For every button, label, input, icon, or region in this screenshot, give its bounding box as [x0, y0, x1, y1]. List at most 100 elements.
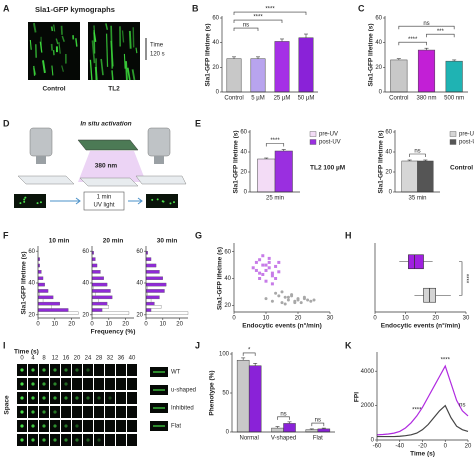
phenotype-label: u-shaped	[171, 388, 196, 394]
scatter-point	[251, 266, 255, 270]
y-tick-label: 20	[385, 170, 392, 176]
bar	[305, 429, 319, 433]
montage-spot	[31, 424, 35, 428]
x-tick-label: 10	[402, 316, 409, 322]
histogram-bar	[145, 308, 152, 312]
kymograph-streak	[89, 59, 93, 81]
histogram-bar	[145, 289, 165, 293]
significance-label: ****	[462, 274, 468, 284]
montage-cell	[83, 364, 93, 376]
scatter-point	[267, 266, 271, 270]
y-tick-label: 2000	[361, 403, 375, 409]
montage-spot	[97, 396, 101, 400]
montage-cell	[72, 364, 82, 376]
significance-bracket	[398, 41, 427, 46]
panel-label: A	[3, 3, 10, 13]
chart-title: 30 min	[157, 238, 178, 245]
scatter-point	[290, 294, 294, 298]
y-tick-label: 20	[375, 65, 382, 71]
significance-bracket	[459, 261, 463, 296]
montage-cell	[72, 378, 82, 390]
arrow	[50, 197, 143, 205]
uv-light	[78, 151, 146, 182]
histogram-bar	[37, 282, 45, 287]
bar	[236, 359, 250, 433]
histogram-bar	[145, 305, 162, 309]
x-tick-label: -20	[418, 444, 427, 450]
x-tick-label: V-shaped	[271, 436, 296, 442]
y-tick-label: 60	[385, 130, 392, 136]
x-tick-label: 25 µM	[274, 96, 291, 102]
bar	[298, 37, 314, 93]
panel-label: D	[3, 118, 10, 128]
y-tick-label: 0	[389, 190, 393, 196]
scatter-point	[264, 297, 268, 301]
montage-spot	[20, 424, 24, 428]
montage-spot	[42, 410, 46, 414]
y-tick-label: 0	[379, 90, 383, 96]
thumbnail-spot	[161, 200, 164, 203]
significance-label: ns	[459, 402, 465, 408]
time-scale: 120 s	[150, 52, 165, 58]
thumbnail-spot	[156, 198, 159, 201]
kymograph-streak	[29, 39, 32, 50]
bar	[401, 160, 418, 193]
condition-label: TL2 100 µM	[310, 165, 345, 172]
montage-spot	[86, 368, 90, 372]
histogram-bar	[91, 257, 96, 261]
scatter-point	[283, 302, 287, 306]
x-axis-label: Endocytic events (n°/min)	[242, 322, 322, 330]
y-axis-label: Phenotype (%)	[209, 370, 216, 415]
scatter-point	[258, 271, 262, 275]
significance-bracket	[311, 422, 325, 427]
thumbnail-spot	[23, 200, 26, 203]
bar	[257, 158, 276, 193]
scatter-point	[270, 274, 274, 278]
legend-label: pre-UV	[459, 132, 474, 138]
x-tick-label: 30	[463, 316, 470, 322]
montage-cell	[127, 434, 137, 446]
significance-bracket	[233, 27, 259, 32]
montage-cell	[83, 392, 93, 404]
montage-spot	[64, 368, 68, 372]
kymograph-label: TL2	[108, 86, 120, 93]
histogram-bar	[37, 305, 52, 309]
montage-cell	[116, 406, 126, 418]
time-label: Time	[150, 43, 164, 49]
phenotype-label: Flat	[171, 424, 181, 430]
legend-swatch	[449, 131, 457, 137]
kymograph-streak	[53, 24, 56, 32]
phenotype-label: WT	[171, 370, 181, 376]
x-tick-label: 30	[327, 316, 334, 322]
x-tick-label: 500 nm	[444, 96, 464, 102]
x-tick-label: 0	[90, 322, 94, 328]
objective-tip	[154, 156, 164, 164]
y-tick-label: 4000	[361, 369, 375, 375]
legend-label: pre-UV	[319, 132, 338, 138]
scatter-point	[280, 290, 284, 294]
significance-bracket	[265, 143, 285, 147]
scatter-point	[264, 279, 268, 283]
thumbnail-spot	[19, 202, 22, 205]
y-tick-label: 40	[82, 281, 89, 287]
slide	[135, 175, 187, 185]
bar	[390, 59, 408, 93]
montage-spot	[20, 396, 24, 400]
significance-label: ****	[265, 7, 275, 13]
montage-time: 16	[63, 356, 70, 362]
histogram-bar	[91, 270, 101, 274]
x-tick-label: 10	[263, 316, 270, 322]
x-tick-label: 5 µM	[251, 96, 264, 102]
kymograph-streak	[50, 26, 54, 32]
scatter-point	[293, 301, 297, 305]
legend-swatch	[309, 139, 317, 145]
x-tick-label: 0	[444, 444, 448, 450]
thumbnail-spot	[36, 202, 39, 205]
significance-label: *	[248, 347, 251, 353]
histogram-bar	[145, 311, 189, 315]
montage-spot	[42, 424, 46, 428]
montage-cell	[94, 364, 104, 376]
y-tick-label: 40	[240, 150, 247, 156]
y-axis-label: Sla1-GFP lifetime (s)	[233, 130, 240, 193]
kymograph-streak	[51, 65, 54, 76]
